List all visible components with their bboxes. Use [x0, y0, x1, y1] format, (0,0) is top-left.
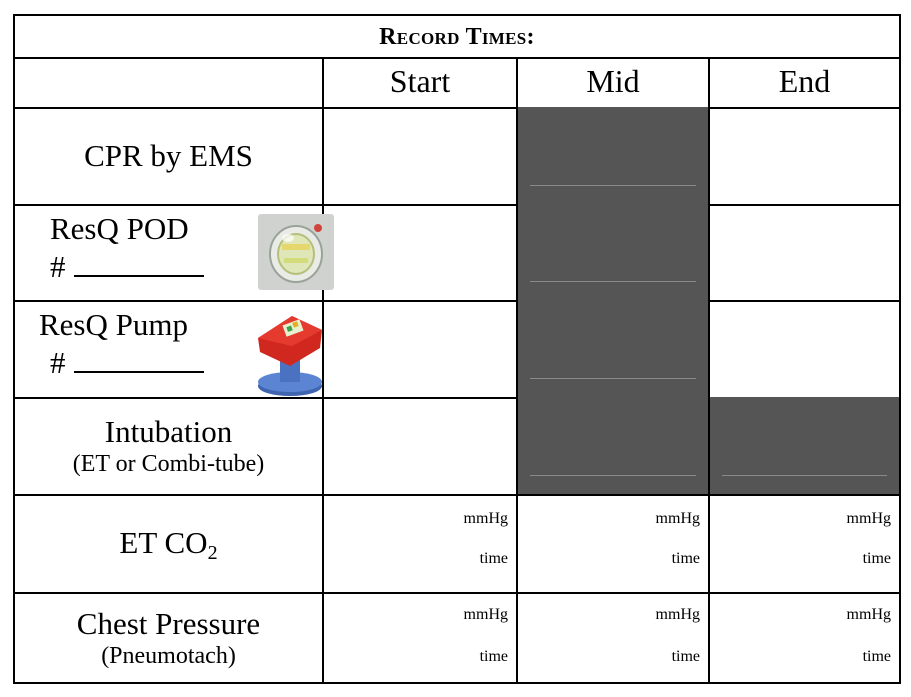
- row-resq-pump: ResQ Pump #: [15, 300, 899, 399]
- chest-mid-cell[interactable]: mmHg time: [518, 592, 710, 684]
- header-blank-cell: [15, 57, 324, 107]
- hash-symbol: #: [50, 345, 66, 380]
- etco2-end-cell[interactable]: mmHg time: [846, 510, 891, 567]
- row-label-cell: Intubation (ET or Combi-tube): [15, 397, 324, 494]
- table-title: Record Times:: [15, 16, 899, 59]
- cpr-mid-cell: [518, 107, 710, 204]
- pump-mid-cell: [518, 300, 710, 397]
- row-sublabel: (ET or Combi-tube): [72, 450, 265, 477]
- row-label: ResQ POD: [50, 211, 189, 246]
- etco2-start-cell[interactable]: mmHg time: [324, 494, 518, 592]
- cpr-start-cell[interactable]: [324, 107, 518, 204]
- hash-symbol: #: [50, 249, 66, 284]
- row-label-cell: Chest Pressure (Pneumotach): [15, 592, 324, 684]
- header-end: End: [778, 63, 831, 99]
- intubation-start-cell[interactable]: [324, 397, 518, 494]
- pod-end-cell[interactable]: [710, 204, 899, 300]
- pod-mid-cell: [518, 204, 710, 300]
- row-intubation: Intubation (ET or Combi-tube): [15, 397, 899, 496]
- pod-number-blank[interactable]: [73, 249, 204, 277]
- pod-start-cell[interactable]: [324, 204, 518, 300]
- row-label-cell: ResQ POD #: [15, 204, 334, 300]
- intubation-mid-cell: [518, 397, 710, 494]
- chest-start-cell[interactable]: mmHg time: [324, 592, 518, 684]
- chest-end-cell[interactable]: mmHg time: [846, 606, 891, 665]
- row-label: ET CO2: [119, 525, 218, 564]
- header-mid: Mid: [518, 57, 710, 107]
- intubation-end-cell: [710, 397, 899, 494]
- row-label-cell: ET CO2: [15, 494, 324, 592]
- header-row: Start Mid End: [15, 57, 899, 109]
- row-cpr: CPR by EMS: [15, 107, 899, 206]
- row-label: CPR by EMS: [84, 137, 253, 173]
- pump-end-cell[interactable]: [710, 300, 899, 397]
- etco2-mid-cell[interactable]: mmHg time: [518, 494, 710, 592]
- row-label-cell: CPR by EMS: [15, 107, 324, 204]
- row-label: ResQ Pump: [39, 307, 188, 342]
- pump-number-blank[interactable]: [73, 345, 204, 373]
- row-label: Intubation: [104, 413, 233, 449]
- row-label-cell: ResQ Pump #: [15, 300, 324, 397]
- cpr-end-cell[interactable]: [710, 107, 899, 204]
- row-etco2: ET CO2 mmHg time mmHg time mmHg time: [15, 494, 899, 594]
- row-resq-pod: ResQ POD #: [15, 204, 899, 302]
- row-label: Chest Pressure: [76, 606, 261, 641]
- header-start: Start: [324, 57, 518, 107]
- pump-start-cell[interactable]: [324, 300, 518, 397]
- row-sublabel: (Pneumotach): [101, 643, 236, 669]
- resq-pump-device-icon: [248, 308, 332, 398]
- record-times-table: Record Times: Start Mid End CPR by EMS R…: [13, 14, 901, 684]
- resq-pod-device-icon: [258, 214, 334, 290]
- row-chest-pressure: Chest Pressure (Pneumotach) mmHg time mm…: [15, 592, 899, 684]
